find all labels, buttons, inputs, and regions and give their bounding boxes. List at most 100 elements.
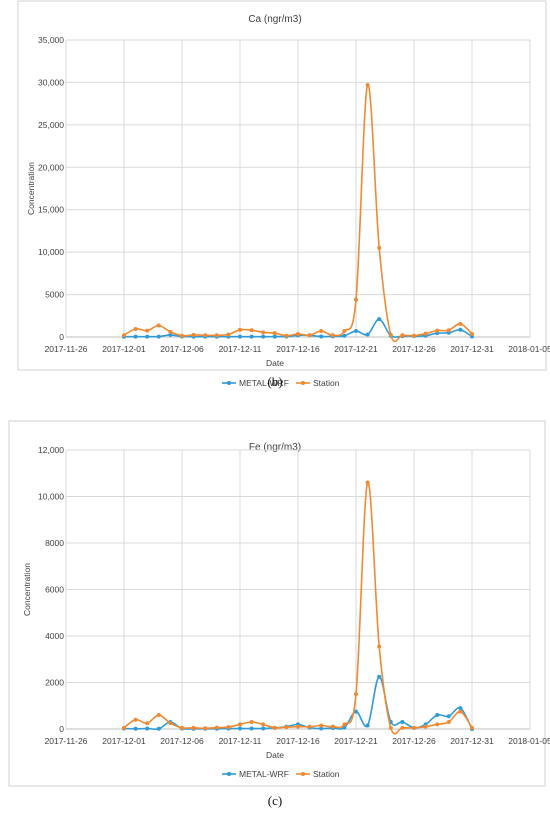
fe-y-tick-label: 6000 bbox=[45, 585, 64, 595]
fe-point-metal-wrf bbox=[354, 709, 358, 714]
ca-point-metal-wrf bbox=[249, 334, 254, 339]
fe-point-station bbox=[400, 725, 405, 730]
fe-point-station bbox=[377, 644, 382, 649]
fe-point-station bbox=[168, 721, 173, 726]
ca-point-station bbox=[145, 328, 150, 333]
ca-point-station bbox=[203, 333, 208, 338]
ca-point-metal-wrf bbox=[342, 333, 347, 338]
fe-point-metal-wrf bbox=[377, 674, 382, 679]
fe-x-axis-label: Date bbox=[266, 750, 284, 760]
ca-y-tick-label: 10,000 bbox=[38, 247, 64, 257]
fe-point-station bbox=[330, 724, 335, 729]
ca-point-station bbox=[249, 328, 254, 333]
fe-point-station bbox=[423, 724, 428, 729]
ca-point-station bbox=[214, 333, 219, 338]
fe-point-station bbox=[156, 713, 161, 718]
fe-y-tick-label: 0 bbox=[59, 724, 64, 734]
ca-point-station bbox=[238, 327, 242, 332]
ca-point-station bbox=[330, 333, 335, 338]
fe-x-tick-label: 2017-12-11 bbox=[219, 736, 262, 746]
fe-x-tick-label: 2017-12-01 bbox=[102, 736, 146, 746]
ca-point-metal-wrf bbox=[156, 334, 161, 339]
ca-x-tick-label: 2017-12-21 bbox=[334, 344, 378, 354]
ca-point-station bbox=[296, 332, 300, 337]
ca-y-axis-label: Concentration bbox=[26, 162, 36, 215]
ca-y-tick-label: 30,000 bbox=[38, 77, 64, 87]
fe-x-tick-label: 2017-12-06 bbox=[160, 736, 204, 746]
ca-y-tick-label: 20,000 bbox=[38, 162, 64, 172]
fe-point-station bbox=[435, 722, 440, 727]
chart-panel-ca: Ca (ngr/m3) 0 5000 10,000 15,000 20,000 25,000… bbox=[0, 0, 550, 392]
ca-point-station bbox=[191, 332, 196, 337]
ca-x-tick-label: 2017-12-31 bbox=[450, 344, 494, 354]
ca-point-station bbox=[400, 333, 405, 338]
ca-x-tick-label: 2017-12-26 bbox=[392, 344, 436, 354]
fe-point-metal-wrf bbox=[319, 726, 324, 731]
fe-point-station bbox=[446, 720, 451, 725]
fe-y-tick-label: 2000 bbox=[45, 678, 64, 688]
fe-point-station bbox=[249, 720, 254, 725]
fe-point-station bbox=[470, 725, 474, 730]
fe-point-metal-wrf bbox=[133, 726, 138, 731]
ca-point-station bbox=[458, 321, 463, 326]
fe-point-station bbox=[214, 725, 219, 730]
ca-x-tick-label: 2017-12-16 bbox=[276, 344, 320, 354]
fe-point-metal-wrf bbox=[446, 714, 451, 719]
fe-point-station bbox=[307, 724, 312, 729]
fe-point-station bbox=[122, 725, 126, 730]
fe-series-line-station bbox=[123, 481, 473, 735]
panel-label-b: (b) bbox=[267, 374, 283, 389]
fe-x-tick-label: 2017-12-16 bbox=[276, 736, 320, 746]
ca-x-tick-label: 2017-12-06 bbox=[160, 344, 204, 354]
ca-point-station bbox=[156, 323, 161, 328]
fe-point-metal-wrf bbox=[249, 726, 254, 731]
ca-point-station bbox=[435, 328, 440, 333]
ca-y-tick-label: 5000 bbox=[45, 290, 64, 300]
ca-x-axis-label: Date bbox=[266, 358, 284, 368]
ca-point-station bbox=[412, 333, 416, 338]
ca-x-tick-label: 2018-01-05 bbox=[508, 344, 550, 354]
ca-chart-title: Ca (ngr/m3) bbox=[248, 14, 301, 25]
fe-y-tick-label: 10,000 bbox=[38, 492, 64, 502]
fe-point-station bbox=[342, 722, 347, 727]
ca-point-station bbox=[354, 297, 358, 302]
fe-point-station bbox=[238, 722, 242, 727]
ca-point-station bbox=[342, 329, 347, 334]
ca-y-tick-label: 15,000 bbox=[38, 205, 64, 215]
fe-point-station bbox=[272, 725, 277, 730]
fe-y-tick-label: 8000 bbox=[45, 538, 64, 548]
fe-point-station bbox=[354, 692, 358, 697]
ca-point-station bbox=[470, 332, 474, 337]
ca-x-tick-label: 2017-12-11 bbox=[219, 344, 262, 354]
ca-point-metal-wrf bbox=[354, 329, 358, 334]
ca-point-station bbox=[226, 332, 231, 337]
ca-x-tick-label: 2017-11-26 bbox=[45, 344, 88, 354]
fe-point-station bbox=[284, 725, 289, 730]
panel-label-c: (c) bbox=[267, 793, 283, 808]
ca-point-metal-wrf bbox=[319, 334, 324, 339]
fe-point-station bbox=[180, 725, 184, 730]
fe-point-station bbox=[412, 725, 416, 730]
fe-point-station bbox=[319, 723, 324, 728]
ca-point-metal-wrf bbox=[365, 332, 370, 337]
ca-point-metal-wrf bbox=[458, 327, 463, 332]
ca-chart-frame bbox=[17, 0, 547, 371]
fe-point-station bbox=[261, 722, 266, 727]
ca-point-station bbox=[446, 328, 451, 333]
fe-point-station bbox=[191, 725, 196, 730]
fe-y-tick-label: 4000 bbox=[45, 631, 64, 641]
fe-point-metal-wrf bbox=[145, 726, 150, 731]
ca-y-tick-label: 0 bbox=[59, 332, 64, 342]
fe-point-station bbox=[145, 721, 150, 726]
ca-concentration-chart: Ca (ngr/m3) 0 5000 10,000 15,000 20,000 25,000… bbox=[17, 0, 550, 388]
ca-point-station bbox=[388, 332, 393, 337]
ca-point-station bbox=[122, 333, 126, 338]
ca-legend-marker-metal-wrf bbox=[227, 381, 231, 385]
ca-point-metal-wrf bbox=[261, 334, 266, 339]
ca-point-station bbox=[307, 333, 312, 338]
ca-point-station bbox=[377, 245, 382, 250]
fe-x-tick-label: 2017-12-21 bbox=[334, 736, 378, 746]
ca-y-tick-label: 25,000 bbox=[38, 120, 64, 130]
fe-point-station bbox=[226, 725, 231, 730]
fe-point-metal-wrf bbox=[156, 726, 161, 731]
